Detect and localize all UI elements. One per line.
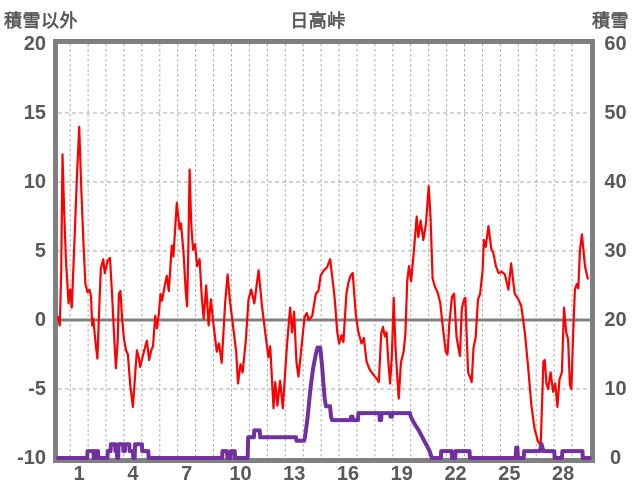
left-axis-tick-label: 10 — [23, 171, 46, 193]
temperature-line — [56, 125, 589, 447]
plot-frame — [53, 39, 595, 463]
x-axis-tick-label: 28 — [551, 463, 575, 485]
left-axis-tick-label: 15 — [23, 102, 46, 124]
right-axis-title: 積雪 — [592, 11, 629, 31]
right-axis-tick-label: 30 — [604, 240, 627, 262]
x-axis-tick-label: 7 — [181, 463, 193, 485]
x-axis-tick-label: 10 — [229, 463, 252, 485]
left-axis-tick-label: 5 — [34, 240, 46, 262]
right-axis-tick-label: 0 — [609, 447, 622, 469]
snow-depth-line — [56, 345, 592, 460]
x-axis-tick-label: 19 — [390, 463, 413, 485]
right-axis-tick-label: 50 — [604, 102, 627, 124]
x-axis-tick-label: 25 — [498, 463, 521, 485]
left-axis-tick-label: -5 — [28, 378, 46, 400]
x-axis-tick-label: 1 — [73, 463, 85, 485]
x-axis-tick-label: 22 — [444, 463, 467, 485]
x-axis-tick-label: 4 — [127, 463, 139, 485]
left-axis-tick-label: 20 — [23, 33, 46, 55]
right-axis-tick-label: 40 — [604, 171, 627, 193]
right-axis-tick-label: 10 — [604, 378, 627, 400]
right-axis-tick-label: 60 — [604, 33, 627, 55]
left-axis-title: 積雪以外 — [4, 11, 78, 31]
chart-title: 日高峠 — [290, 11, 346, 31]
right-axis-tick-label: 20 — [604, 309, 627, 331]
left-axis-tick-label: -10 — [17, 447, 46, 469]
left-axis-tick-label: 0 — [34, 309, 46, 331]
x-axis-tick-label: 13 — [283, 463, 306, 485]
x-axis-tick-label: 16 — [336, 463, 360, 485]
